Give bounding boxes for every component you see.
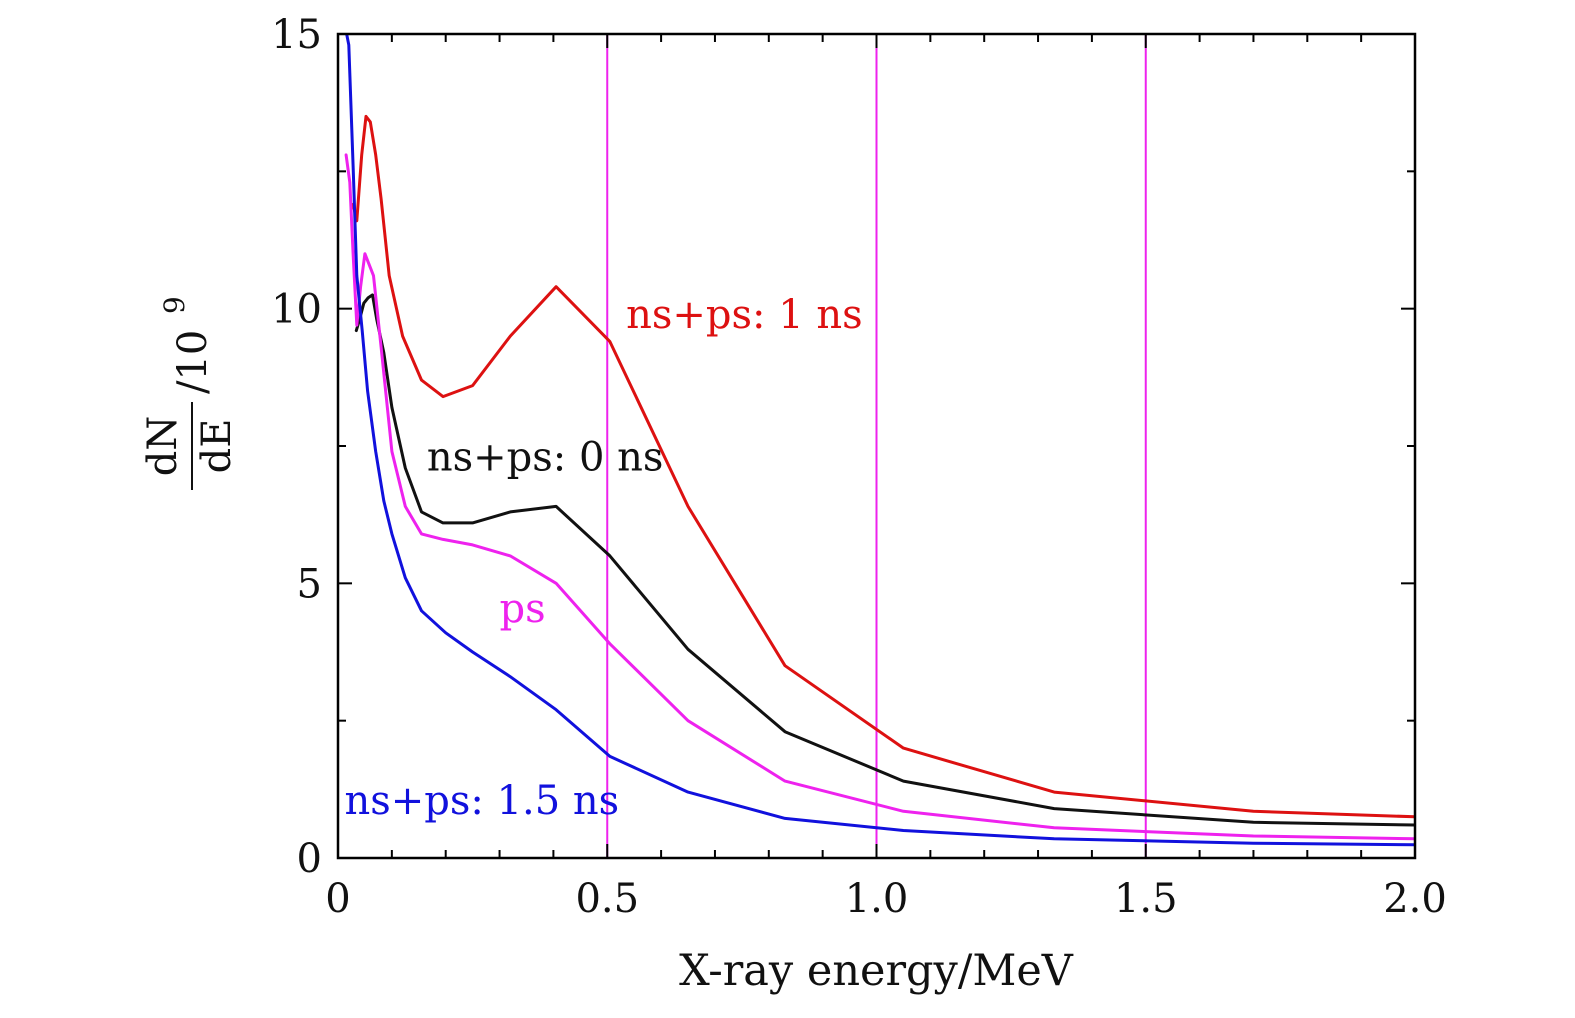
y-axis-label: dN dE /10 9	[140, 296, 240, 490]
series-annotation-2: ps	[500, 586, 546, 632]
series-annotation-0: ns+ps: 1 ns	[626, 292, 863, 338]
series-line-3	[345, 34, 1415, 847]
y-tick-label-1: 5	[297, 561, 322, 607]
series-annotation-1: ns+ps: 0 ns	[427, 435, 664, 481]
tick-labels: 0 0.5 1.0 1.5 2.0 0 5 10 15	[271, 12, 1447, 922]
y-tick-label-3: 15	[271, 12, 322, 58]
y-tick-label-2: 10	[271, 287, 322, 333]
x-tick-label-0: 0	[325, 876, 350, 922]
y-tick-label-0: 0	[297, 836, 322, 882]
y-axis-label-exponent: 9	[158, 296, 191, 314]
series-layer	[344, 34, 1415, 847]
series-line-1	[354, 293, 1415, 827]
y-axis-label-numerator: dN	[140, 416, 186, 477]
reference-lines	[606, 34, 1147, 858]
y-axis-label-denominator: dE	[194, 419, 240, 474]
series-line-2	[344, 153, 1415, 841]
series-annotation-3: ns+ps: 1.5 ns	[344, 778, 619, 824]
x-axis-label: X-ray energy/MeV	[679, 946, 1074, 996]
axis-ticks	[337, 33, 1416, 859]
series-annotations: ns+ps: 1 ns ns+ps: 0 ns ps ns+ps: 1.5 ns	[344, 292, 862, 824]
y-axis-label-suffix: /10	[170, 330, 216, 394]
x-tick-label-3: 1.5	[1114, 876, 1178, 922]
x-tick-label-1: 0.5	[575, 876, 639, 922]
x-tick-label-4: 2.0	[1383, 876, 1447, 922]
series-line-0	[351, 114, 1415, 819]
x-tick-label-2: 1.0	[845, 876, 909, 922]
